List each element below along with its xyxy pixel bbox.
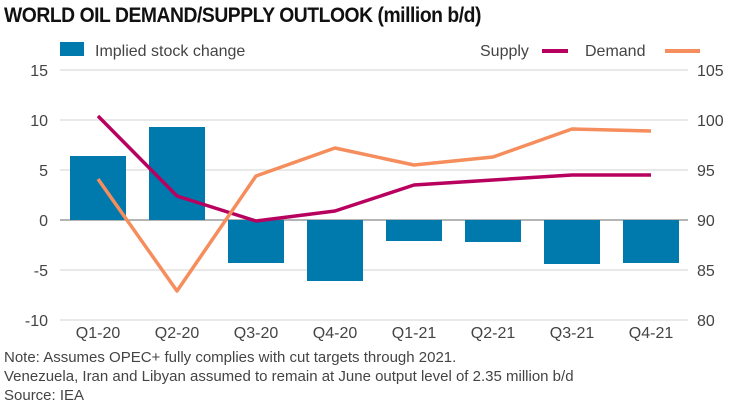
x-tick-label: Q2-20: [155, 325, 200, 342]
left-tick-label: 10: [30, 113, 48, 130]
demand-line: [96, 127, 652, 293]
left-tick-label: 0: [39, 213, 48, 230]
bar-Q1-21: [386, 220, 442, 241]
bar-Q2-21: [465, 220, 521, 242]
right-tick-label: 80: [697, 313, 715, 330]
x-tick-label: Q4-21: [629, 325, 674, 342]
right-tick-label: 90: [697, 213, 715, 230]
right-tick-label: 95: [697, 163, 715, 180]
x-tick-label: Q1-21: [392, 325, 437, 342]
supply-line: [96, 114, 651, 223]
bar-Q4-21: [623, 220, 679, 263]
chart-title: WORLD OIL DEMAND/SUPPLY OUTLOOK (million…: [4, 4, 481, 27]
bar-Q2-20: [149, 127, 205, 220]
left-tick-label: 15: [30, 63, 48, 80]
bar-Q1-20: [70, 156, 126, 220]
legend-label-demand: Demand: [585, 43, 645, 60]
bar-Q4-20: [307, 220, 363, 281]
x-tick-label: Q3-20: [234, 325, 279, 342]
left-tick-label: 5: [39, 163, 48, 180]
x-tick-label: Q4-20: [313, 325, 358, 342]
left-tick-label: -5: [34, 263, 48, 280]
note-line-1: Note: Assumes OPEC+ fully complies with …: [4, 349, 457, 366]
x-tick-label: Q2-21: [471, 325, 516, 342]
chart-notes: Note: Assumes OPEC+ fully complies with …: [4, 348, 574, 405]
source: Source: IEA: [4, 387, 85, 404]
right-tick-label: 100: [697, 113, 724, 130]
legend-swatch-stock: [60, 42, 84, 56]
left-tick-label: -10: [25, 313, 48, 330]
legend-label-supply: Supply: [480, 43, 529, 60]
legend-label-stock: Implied stock change: [95, 43, 245, 60]
bar-Q3-21: [544, 220, 600, 264]
right-tick-label: 85: [697, 263, 715, 280]
bar-Q3-20: [228, 220, 284, 263]
note-line-2: Venezuela, Iran and Libyan assumed to re…: [4, 368, 574, 385]
x-tick-label: Q1-20: [76, 325, 121, 342]
right-tick-label: 105: [697, 63, 724, 80]
x-tick-label: Q3-21: [550, 325, 595, 342]
